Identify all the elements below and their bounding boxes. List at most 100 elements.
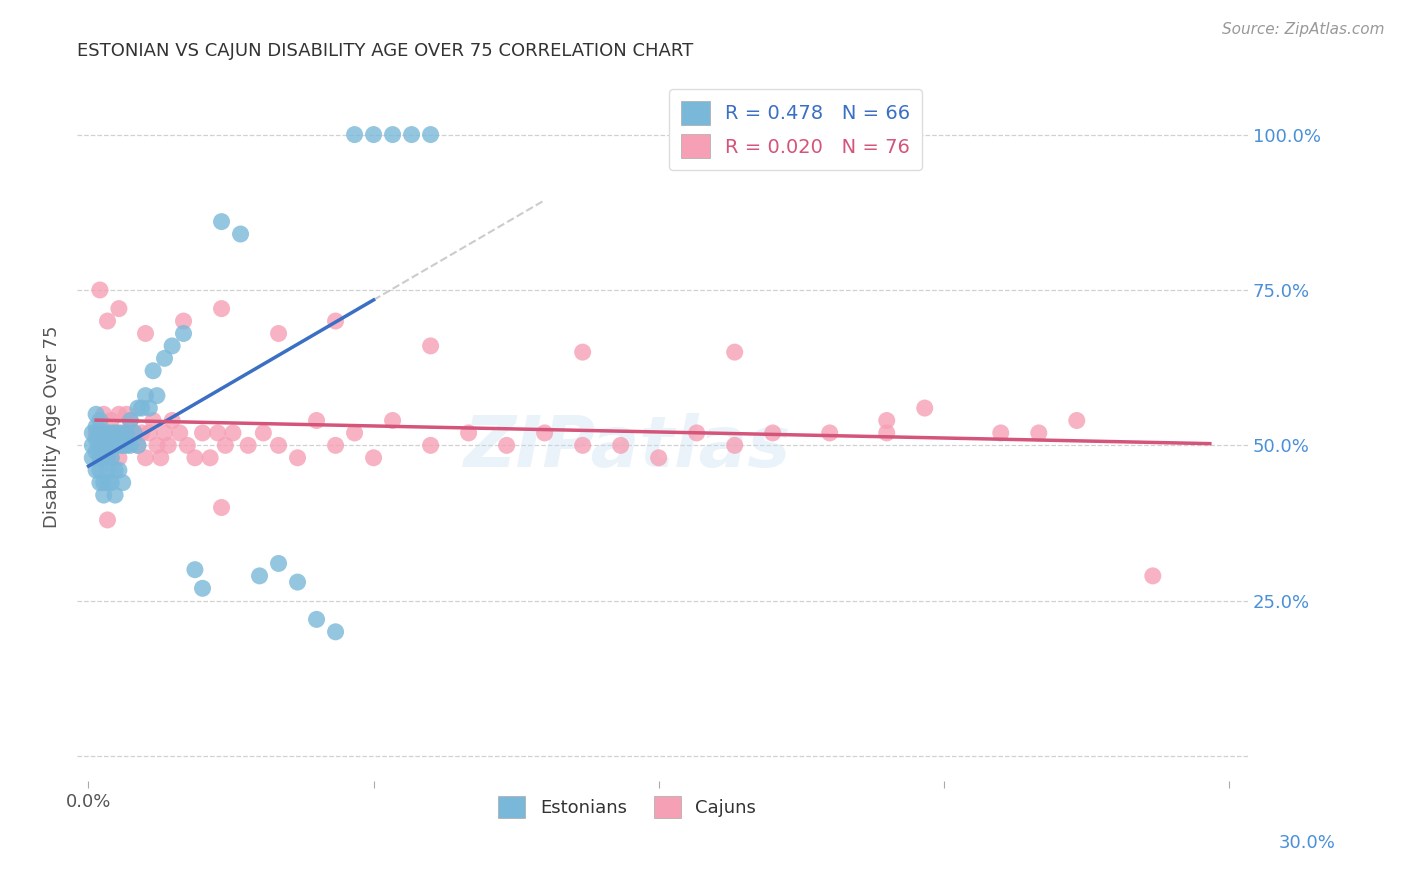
Point	[401, 128, 423, 142]
Point	[647, 450, 669, 465]
Point	[609, 438, 631, 452]
Point	[96, 463, 118, 477]
Point	[153, 425, 176, 440]
Point	[111, 425, 134, 440]
Point	[990, 425, 1012, 440]
Point	[115, 438, 138, 452]
Point	[96, 450, 118, 465]
Point	[104, 488, 127, 502]
Point	[457, 425, 479, 440]
Point	[160, 339, 183, 353]
Point	[131, 425, 153, 440]
Point	[363, 450, 385, 465]
Point	[211, 500, 233, 515]
Text: Source: ZipAtlas.com: Source: ZipAtlas.com	[1222, 22, 1385, 37]
Point	[108, 425, 131, 440]
Point	[134, 450, 156, 465]
Point	[93, 450, 115, 465]
Point	[120, 413, 142, 427]
Point	[419, 438, 441, 452]
Point	[533, 425, 555, 440]
Y-axis label: Disability Age Over 75: Disability Age Over 75	[44, 326, 60, 528]
Legend: Estonians, Cajuns: Estonians, Cajuns	[491, 789, 763, 825]
Point	[381, 128, 404, 142]
Point	[1142, 569, 1164, 583]
Point	[1028, 425, 1050, 440]
Point	[127, 438, 149, 452]
Text: 30.0%: 30.0%	[1279, 834, 1336, 852]
Point	[325, 314, 347, 328]
Point	[381, 413, 404, 427]
Point	[287, 575, 309, 590]
Point	[122, 425, 145, 440]
Point	[571, 438, 593, 452]
Point	[914, 401, 936, 415]
Point	[724, 438, 747, 452]
Point	[82, 425, 104, 440]
Point	[89, 283, 111, 297]
Point	[287, 450, 309, 465]
Point	[84, 463, 107, 477]
Point	[100, 425, 122, 440]
Point	[120, 413, 142, 427]
Point	[211, 214, 233, 228]
Point	[876, 413, 898, 427]
Point	[325, 438, 347, 452]
Point	[89, 438, 111, 452]
Point	[89, 463, 111, 477]
Point	[104, 425, 127, 440]
Point	[115, 407, 138, 421]
Point	[93, 407, 115, 421]
Point	[84, 432, 107, 446]
Point	[104, 438, 127, 452]
Point	[252, 425, 274, 440]
Point	[305, 612, 328, 626]
Point	[108, 438, 131, 452]
Point	[236, 438, 259, 452]
Point	[96, 438, 118, 452]
Point	[115, 425, 138, 440]
Point	[138, 401, 160, 415]
Point	[96, 513, 118, 527]
Point	[229, 227, 252, 241]
Text: ZIPatlas: ZIPatlas	[464, 414, 792, 483]
Point	[111, 438, 134, 452]
Point	[93, 438, 115, 452]
Point	[96, 314, 118, 328]
Point	[191, 425, 214, 440]
Point	[160, 413, 183, 427]
Point	[153, 351, 176, 366]
Point	[134, 389, 156, 403]
Point	[96, 425, 118, 440]
Point	[84, 444, 107, 458]
Point	[134, 326, 156, 341]
Point	[686, 425, 709, 440]
Point	[173, 314, 195, 328]
Point	[127, 401, 149, 415]
Point	[131, 401, 153, 415]
Point	[419, 339, 441, 353]
Point	[818, 425, 841, 440]
Point	[184, 563, 207, 577]
Text: ESTONIAN VS CAJUN DISABILITY AGE OVER 75 CORRELATION CHART: ESTONIAN VS CAJUN DISABILITY AGE OVER 75…	[77, 42, 693, 60]
Point	[222, 425, 245, 440]
Point	[363, 128, 385, 142]
Point	[146, 389, 169, 403]
Point	[127, 438, 149, 452]
Point	[249, 569, 271, 583]
Point	[120, 438, 142, 452]
Point	[1066, 413, 1088, 427]
Point	[184, 450, 207, 465]
Point	[138, 425, 160, 440]
Point	[207, 425, 229, 440]
Point	[108, 301, 131, 316]
Point	[84, 419, 107, 434]
Point	[104, 438, 127, 452]
Point	[267, 326, 290, 341]
Point	[108, 407, 131, 421]
Point	[173, 326, 195, 341]
Point	[876, 425, 898, 440]
Point	[100, 475, 122, 490]
Point	[89, 425, 111, 440]
Point	[176, 438, 198, 452]
